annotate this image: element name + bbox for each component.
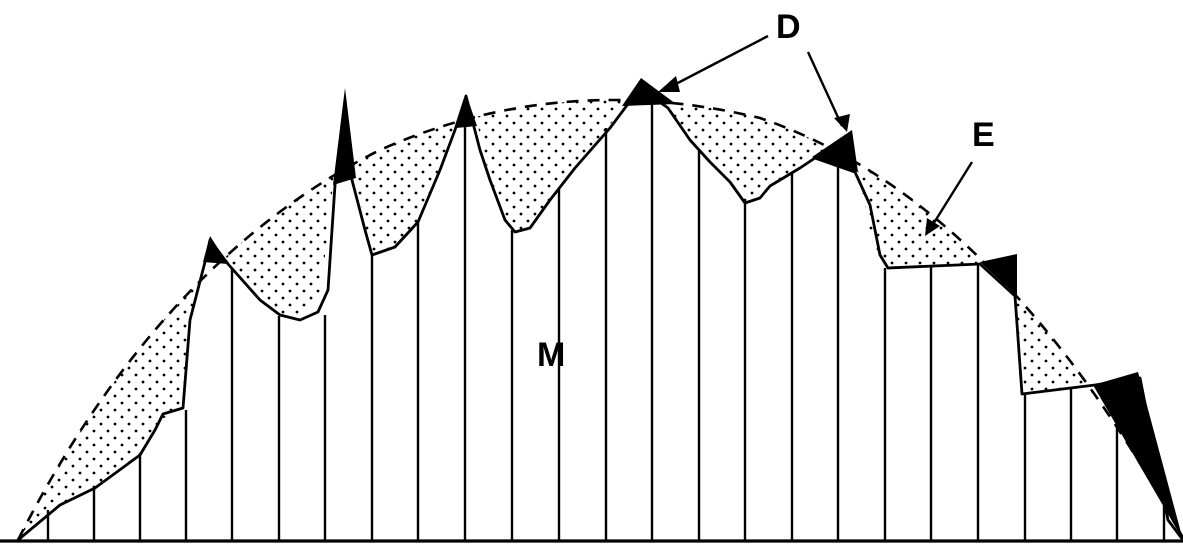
dark-region-5 — [812, 130, 858, 172]
leader-arrows — [671, 34, 974, 227]
label-e: E — [972, 116, 995, 154]
dark-region-2 — [333, 88, 356, 185]
arrow-d-right-line — [806, 51, 844, 127]
surface-profile — [17, 86, 1183, 542]
arrow-d-left-line — [671, 34, 769, 88]
arrowhead-e — [925, 218, 940, 236]
dark-region-4 — [622, 78, 676, 106]
label-m: M — [537, 336, 565, 374]
stippled-region — [18, 100, 1183, 540]
dark-region-7 — [1093, 372, 1183, 540]
column-lines — [46, 100, 1166, 541]
arrowhead-d-left — [658, 76, 680, 92]
envelope-curve — [16, 98, 1183, 541]
arrowheads — [658, 76, 940, 236]
dark-region-1 — [203, 236, 228, 264]
arrow-e-line — [930, 161, 974, 227]
dark-region-6 — [980, 254, 1017, 296]
dark-region-3 — [456, 94, 477, 128]
dark-regions — [203, 78, 1183, 540]
label-d: D — [776, 8, 801, 46]
arrowhead-d-right — [834, 114, 850, 132]
